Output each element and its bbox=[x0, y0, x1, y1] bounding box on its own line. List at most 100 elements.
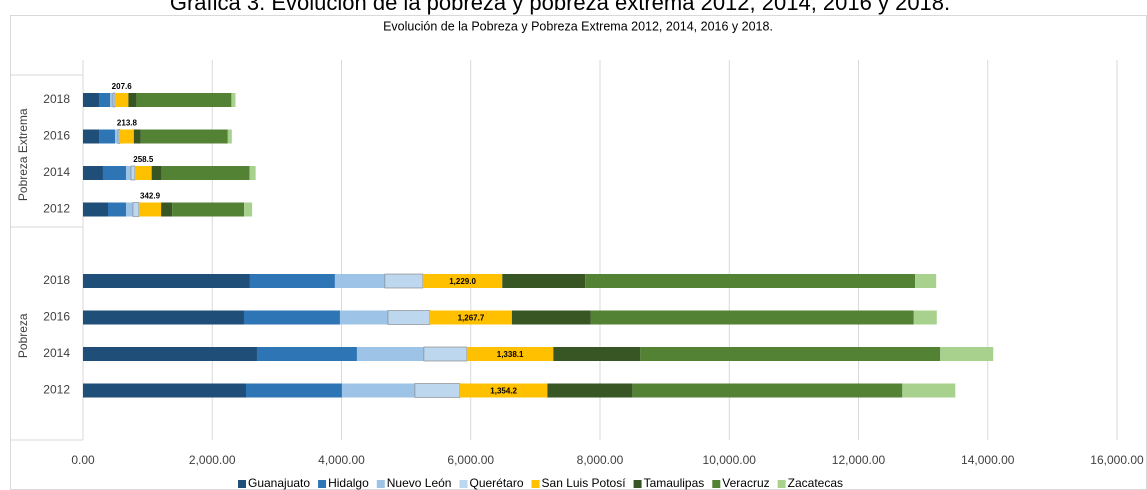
bar-segment bbox=[245, 383, 342, 398]
bar-segment bbox=[125, 166, 131, 180]
data-label: 342.9 bbox=[140, 192, 161, 201]
y-tick-label: 2014 bbox=[43, 165, 70, 179]
bar-segment bbox=[108, 202, 126, 217]
x-tick-label: 2,000.00 bbox=[189, 453, 236, 467]
data-label: 207.6 bbox=[112, 82, 133, 91]
bar-segment bbox=[83, 166, 103, 180]
legend-label: Zacatecas bbox=[788, 476, 843, 490]
bar-segment bbox=[502, 274, 586, 288]
bar-segment bbox=[112, 92, 116, 108]
bar-segment bbox=[172, 202, 245, 217]
bar-segment bbox=[459, 383, 548, 398]
bar-segment bbox=[227, 129, 232, 144]
bar-segment bbox=[83, 347, 257, 361]
chart-title: Evolución de la Pobreza y Pobreza Extrem… bbox=[383, 19, 773, 33]
group-label: Pobreza Extrema bbox=[16, 108, 30, 201]
legend-label: Querétaro bbox=[469, 476, 523, 490]
data-label: 1,229.0 bbox=[449, 277, 476, 286]
data-label: 1,354.2 bbox=[490, 387, 517, 396]
legend-label: Tamaulipas bbox=[644, 476, 705, 490]
bar-segment bbox=[128, 93, 137, 107]
bar-segment bbox=[83, 310, 244, 325]
bar-segment bbox=[136, 93, 232, 107]
y-tick-label: 2018 bbox=[43, 273, 70, 287]
x-tick-label: 12,000.00 bbox=[832, 453, 886, 467]
bar-segment bbox=[132, 202, 140, 217]
bar-segment bbox=[244, 202, 253, 217]
group-label: Pobreza bbox=[16, 313, 30, 358]
bar-segment bbox=[547, 383, 633, 398]
bar-segment bbox=[133, 129, 141, 144]
bar-segment bbox=[590, 310, 914, 325]
bar-segment bbox=[256, 347, 357, 361]
bar-segment bbox=[161, 166, 250, 180]
bar-segment bbox=[334, 274, 385, 288]
chart-frame bbox=[10, 15, 1147, 490]
bar-segment bbox=[913, 310, 937, 325]
bar-segment bbox=[632, 383, 903, 398]
y-tick-label: 2018 bbox=[43, 92, 70, 106]
x-tick-label: 8,000.00 bbox=[577, 453, 624, 467]
legend-label: Guanajuato bbox=[248, 476, 310, 490]
bar-segment bbox=[553, 347, 641, 361]
data-label: 1,338.1 bbox=[497, 350, 524, 359]
legend-swatch bbox=[633, 480, 642, 488]
bar-segment bbox=[640, 347, 941, 361]
legend-label: San Luis Potosí bbox=[542, 476, 627, 490]
y-tick-label: 2014 bbox=[43, 346, 70, 360]
bar-segment bbox=[339, 310, 388, 325]
bar-segment bbox=[243, 310, 340, 325]
bar-segment bbox=[940, 347, 994, 361]
bar-segment bbox=[99, 129, 116, 144]
bar-segment bbox=[83, 93, 100, 107]
legend-label: Nuevo León bbox=[387, 476, 452, 490]
y-tick-label: 2016 bbox=[43, 310, 70, 324]
bar-segment bbox=[341, 383, 415, 398]
bar-segment bbox=[902, 383, 956, 398]
bar-segment bbox=[423, 346, 468, 362]
legend-swatch bbox=[712, 480, 721, 488]
bar-segment bbox=[915, 274, 937, 288]
bar-segment bbox=[414, 383, 461, 398]
bar-segment bbox=[117, 129, 121, 144]
x-tick-label: 10,000.00 bbox=[703, 453, 757, 467]
bar-segment bbox=[138, 202, 162, 217]
bar-segment bbox=[161, 202, 173, 217]
bar-segment bbox=[115, 129, 119, 144]
y-tick-label: 2012 bbox=[43, 202, 70, 216]
x-tick-label: 6,000.00 bbox=[447, 453, 494, 467]
bar-segment bbox=[110, 93, 113, 107]
bar-segment bbox=[422, 274, 503, 288]
legend-swatch bbox=[777, 480, 786, 488]
bar-segment bbox=[120, 129, 134, 144]
data-label: 213.8 bbox=[117, 119, 138, 128]
bar-segment bbox=[83, 274, 250, 288]
bar-segment bbox=[387, 310, 431, 325]
bar-segment bbox=[130, 165, 136, 181]
y-tick-label: 2016 bbox=[43, 129, 70, 143]
bar-segment bbox=[466, 347, 554, 361]
data-label: 258.5 bbox=[133, 155, 154, 164]
bar-segment bbox=[356, 347, 424, 361]
bar-segment bbox=[99, 93, 111, 107]
bar-segment bbox=[140, 129, 228, 144]
data-label: 1,267.7 bbox=[458, 314, 485, 323]
bar-segment bbox=[249, 166, 256, 180]
caption: Gráfica 3. Evolución de la pobreza y pob… bbox=[170, 0, 950, 15]
bar-segment bbox=[384, 273, 424, 289]
x-tick-label: 0.00 bbox=[71, 453, 95, 467]
legend-label: Hidalgo bbox=[328, 476, 369, 490]
y-tick-label: 2012 bbox=[43, 383, 70, 397]
bar-segment bbox=[151, 166, 162, 180]
legend-swatch bbox=[318, 480, 327, 488]
x-tick-label: 16,000.00 bbox=[1090, 453, 1144, 467]
bar-segment bbox=[585, 274, 916, 288]
bar-segment bbox=[134, 166, 152, 180]
bar-segment bbox=[429, 310, 512, 325]
bar-segment bbox=[83, 383, 246, 398]
bar-segment bbox=[249, 274, 335, 288]
bar-segment bbox=[102, 166, 126, 180]
legend-swatch bbox=[459, 480, 468, 488]
legend-swatch bbox=[531, 480, 540, 488]
